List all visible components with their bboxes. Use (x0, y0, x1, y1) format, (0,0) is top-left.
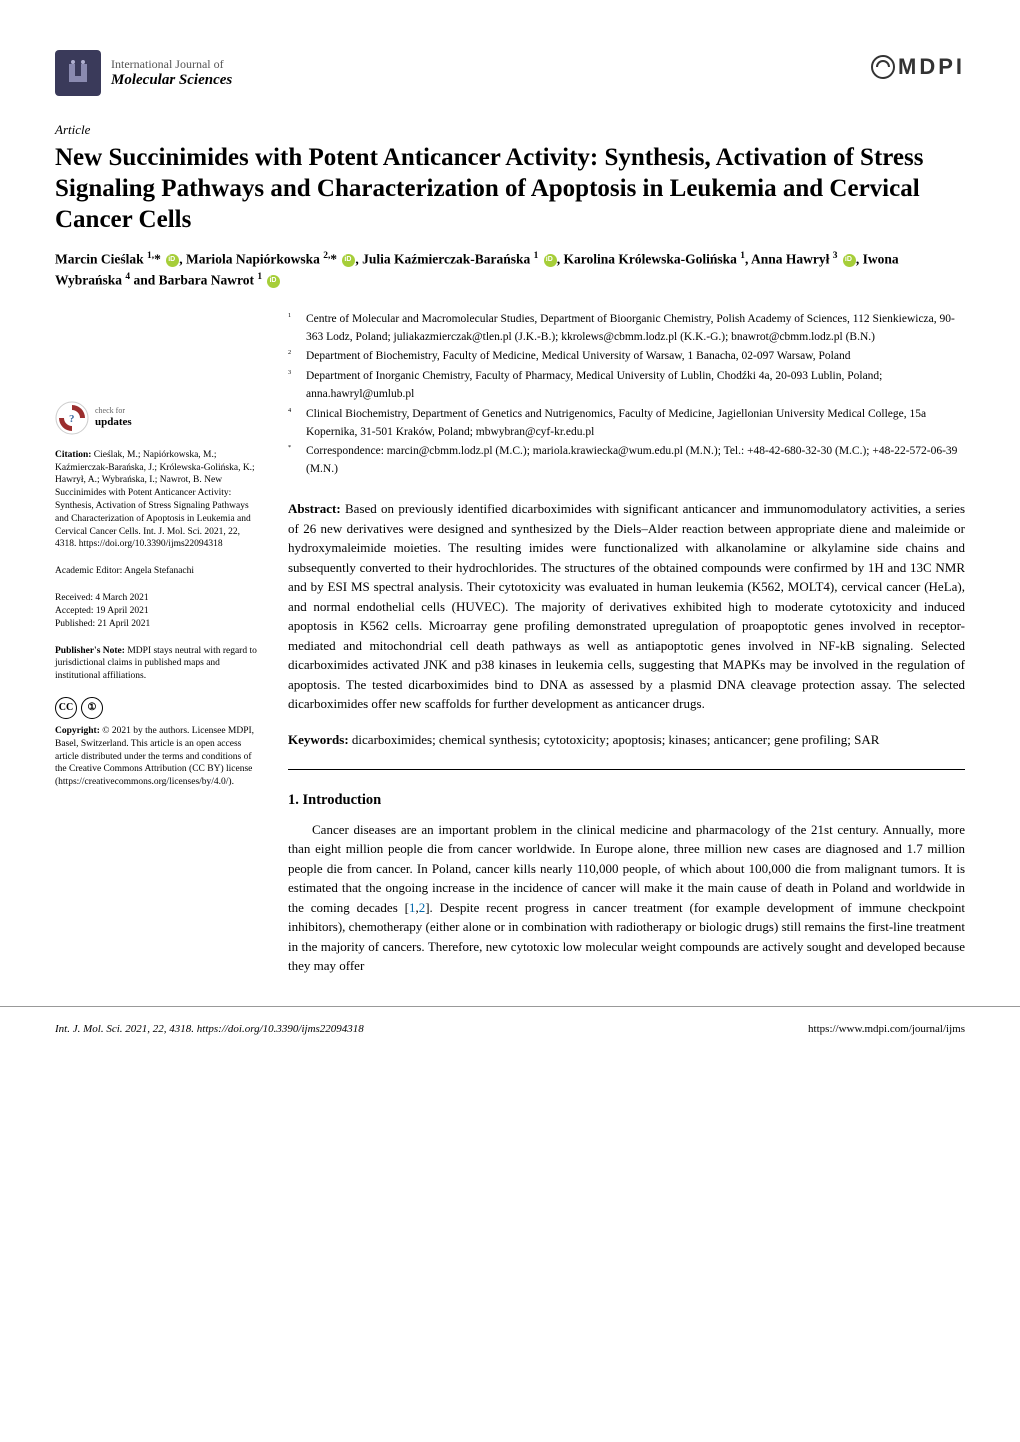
ref-link-2[interactable]: 2 (419, 900, 426, 915)
abstract-block: Abstract: Based on previously identified… (288, 499, 965, 714)
affiliation-item: 3Department of Inorganic Chemistry, Facu… (288, 368, 965, 404)
abstract-text: Based on previously identified dicarboxi… (288, 501, 965, 711)
citation-block: Citation: Cieślak, M.; Napiórkowska, M.;… (55, 449, 260, 552)
cc-icon: CC (55, 697, 77, 719)
copyright-label: Copyright: (55, 726, 100, 736)
journal-logo-icon (55, 50, 101, 96)
keywords-text: dicarboximides; chemical synthesis; cyto… (349, 732, 880, 747)
cc-by-badge: CC ① (55, 697, 260, 719)
affiliation-item: 4Clinical Biochemistry, Department of Ge… (288, 406, 965, 442)
date-accepted: Accepted: 19 April 2021 (55, 605, 260, 618)
citation-text: Cieślak, M.; Napiórkowska, M.; Kaźmiercz… (55, 450, 255, 550)
svg-text:?: ? (69, 413, 75, 425)
check-updates-line2: updates (95, 416, 132, 428)
ref-link-1[interactable]: 1 (409, 900, 416, 915)
journal-name-top: International Journal of (111, 57, 232, 71)
editor-block: Academic Editor: Angela Stefanachi (55, 565, 260, 578)
header-row: International Journal of Molecular Scien… (55, 50, 965, 96)
section-divider (288, 769, 965, 770)
publisher-logo-text: MDPI (898, 50, 965, 83)
editor-name: Angela Stefanachi (124, 566, 194, 576)
page-footer: Int. J. Mol. Sci. 2021, 22, 4318. https:… (0, 1006, 1020, 1058)
keywords-block: Keywords: dicarboximides; chemical synth… (288, 730, 965, 750)
section-1-body: Cancer diseases are an important problem… (288, 820, 965, 976)
publishers-note-label: Publisher's Note: (55, 646, 125, 656)
check-updates-line1: check for (95, 407, 132, 416)
affiliation-item: 1Centre of Molecular and Macromolecular … (288, 311, 965, 347)
abstract-label: Abstract: (288, 501, 341, 516)
article-type: Article (55, 120, 965, 140)
main-column: 1Centre of Molecular and Macromolecular … (288, 311, 965, 976)
date-received: Received: 4 March 2021 (55, 592, 260, 605)
by-icon: ① (81, 697, 103, 719)
date-published: Published: 21 April 2021 (55, 618, 260, 631)
affiliations-list: 1Centre of Molecular and Macromolecular … (288, 311, 965, 479)
affiliation-item: 2Department of Biochemistry, Faculty of … (288, 348, 965, 366)
author-list: Marcin Cieślak 1,* , Mariola Napiórkowsk… (55, 249, 965, 291)
publishers-note-block: Publisher's Note: MDPI stays neutral wit… (55, 645, 260, 683)
copyright-block: Copyright: © 2021 by the authors. Licens… (55, 725, 260, 789)
article-title: New Succinimides with Potent Anticancer … (55, 142, 965, 236)
publisher-logo: MDPI (870, 50, 965, 83)
footer-right: https://www.mdpi.com/journal/ijms (808, 1021, 965, 1038)
keywords-label: Keywords: (288, 732, 349, 747)
journal-name: Molecular Sciences (111, 71, 232, 89)
affiliation-item: *Correspondence: marcin@cbmm.lodz.pl (M.… (288, 443, 965, 479)
editor-label: Academic Editor: (55, 566, 124, 576)
journal-block: International Journal of Molecular Scien… (55, 50, 232, 96)
dates-block: Received: 4 March 2021 Accepted: 19 Apri… (55, 592, 260, 630)
check-for-updates-badge[interactable]: ? check for updates (55, 401, 260, 435)
citation-label: Citation: (55, 450, 91, 460)
sidebar-column: ? check for updates Citation: Cieślak, M… (55, 311, 260, 976)
footer-left: Int. J. Mol. Sci. 2021, 22, 4318. https:… (55, 1021, 364, 1038)
section-1-heading: 1. Introduction (288, 790, 965, 812)
